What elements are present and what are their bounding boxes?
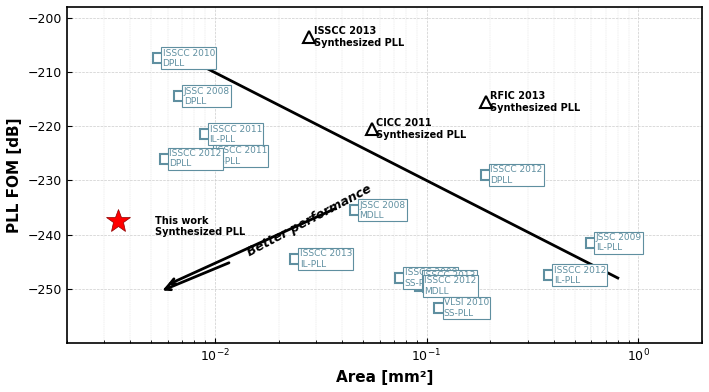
- Text: VLSI 2010
SS-PLL: VLSI 2010 SS-PLL: [444, 298, 489, 318]
- Text: JSSC 2009
IL-PLL: JSSC 2009 IL-PLL: [596, 233, 642, 252]
- Text: ISSCC 2013
IL-PLL: ISSCC 2013 IL-PLL: [423, 271, 476, 290]
- Text: ISSCC 2011
IL-PLL: ISSCC 2011 IL-PLL: [210, 125, 262, 144]
- Text: ISSCC 2011
IL-PLL: ISSCC 2011 IL-PLL: [215, 146, 267, 166]
- Text: JSSC 2008
DPLL: JSSC 2008 DPLL: [184, 87, 230, 106]
- Text: ISSCC 2012
DPLL: ISSCC 2012 DPLL: [490, 165, 542, 185]
- Text: ISSCC 2010
DPLL: ISSCC 2010 DPLL: [162, 49, 215, 68]
- Text: ISSCC 2013
IL-PLL: ISSCC 2013 IL-PLL: [300, 249, 352, 269]
- Text: JSSC 2008
MDLL: JSSC 2008 MDLL: [359, 201, 406, 220]
- Text: ISSCC 2012
DPLL: ISSCC 2012 DPLL: [169, 149, 221, 169]
- X-axis label: Area [mm²]: Area [mm²]: [335, 370, 433, 385]
- Text: This work
Synthesized PLL: This work Synthesized PLL: [155, 216, 246, 237]
- Y-axis label: PLL FOM [dB]: PLL FOM [dB]: [7, 117, 22, 233]
- Text: ISSCC 2013
Synthesized PLL: ISSCC 2013 Synthesized PLL: [314, 26, 404, 47]
- Text: Better performance: Better performance: [245, 183, 374, 260]
- Text: ISSCC 2009
SS-PLL: ISSCC 2009 SS-PLL: [405, 268, 457, 288]
- Text: ISSCC 2012
IL-PLL: ISSCC 2012 IL-PLL: [554, 265, 606, 285]
- Text: CICC 2011
Synthesized PLL: CICC 2011 Synthesized PLL: [376, 118, 467, 140]
- Text: RFIC 2013
Synthesized PLL: RFIC 2013 Synthesized PLL: [490, 91, 580, 113]
- Text: ISSCC 2012
MDLL: ISSCC 2012 MDLL: [425, 276, 476, 296]
